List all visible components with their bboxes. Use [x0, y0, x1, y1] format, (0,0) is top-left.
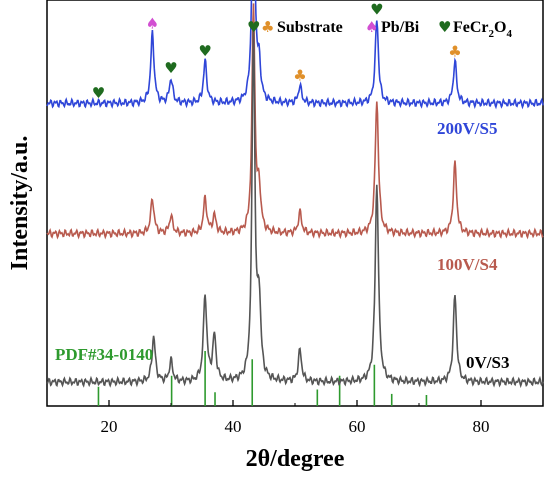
x-tick-label-20: 20	[101, 417, 118, 436]
legend-sub-2: 4	[506, 28, 512, 40]
series-label-s4: 100V/S4	[437, 255, 498, 274]
legend-club-icon: ♣	[261, 18, 274, 36]
legend-fecr-part: FeCr	[453, 19, 489, 36]
legend-o-part: O	[494, 19, 506, 36]
legend-pbbi: Pb/Bi	[381, 19, 420, 36]
series-group	[46, 0, 544, 389]
peak-marker-heart-icon: ♥	[198, 42, 211, 60]
peak-markers: ♥♠♥♥♥♣♥♣♣	[92, 0, 462, 102]
legend-substrate: Substrate	[277, 19, 343, 36]
series-line-1	[46, 3, 544, 240]
peak-marker-heart-icon: ♥	[370, 1, 383, 19]
series-label-s5: 200V/S5	[437, 119, 497, 138]
peak-marker-heart-icon: ♥	[164, 59, 177, 77]
peak-marker-club-icon: ♣	[293, 66, 306, 84]
peak-marker-heart-icon: ♥	[92, 84, 105, 102]
legend: ♥ ♣ Substrate ♠ Pb/Bi ♥ FeCr2O4	[247, 18, 512, 40]
series-line-2	[46, 27, 544, 389]
series-line-0	[46, 0, 544, 110]
series-label-s3: 0V/S3	[466, 353, 509, 372]
x-tick-label-80: 80	[473, 417, 490, 436]
peak-marker-club-icon: ♣	[247, 0, 260, 2]
reference-label: PDF#34-0140	[55, 345, 153, 364]
x-tick-label-60: 60	[349, 417, 366, 436]
peak-marker-spade-icon: ♠	[146, 14, 159, 32]
reference-pattern	[97, 351, 428, 406]
legend-heart-icon: ♥	[247, 18, 260, 36]
x-axis-title: 2θ/degree	[246, 446, 345, 472]
peak-marker-club-icon: ♣	[448, 42, 461, 60]
x-axis-ticks: 20 40 60 80	[46, 400, 544, 436]
legend-spade-icon: ♠	[365, 18, 378, 36]
x-tick-label-40: 40	[225, 417, 242, 436]
y-axis-title: Intensity/a.u.	[7, 136, 33, 271]
legend-sub-1: 2	[489, 28, 495, 40]
legend-heart-icon-2: ♥	[438, 18, 451, 36]
legend-fecr2o4: FeCr2O4	[453, 19, 512, 40]
